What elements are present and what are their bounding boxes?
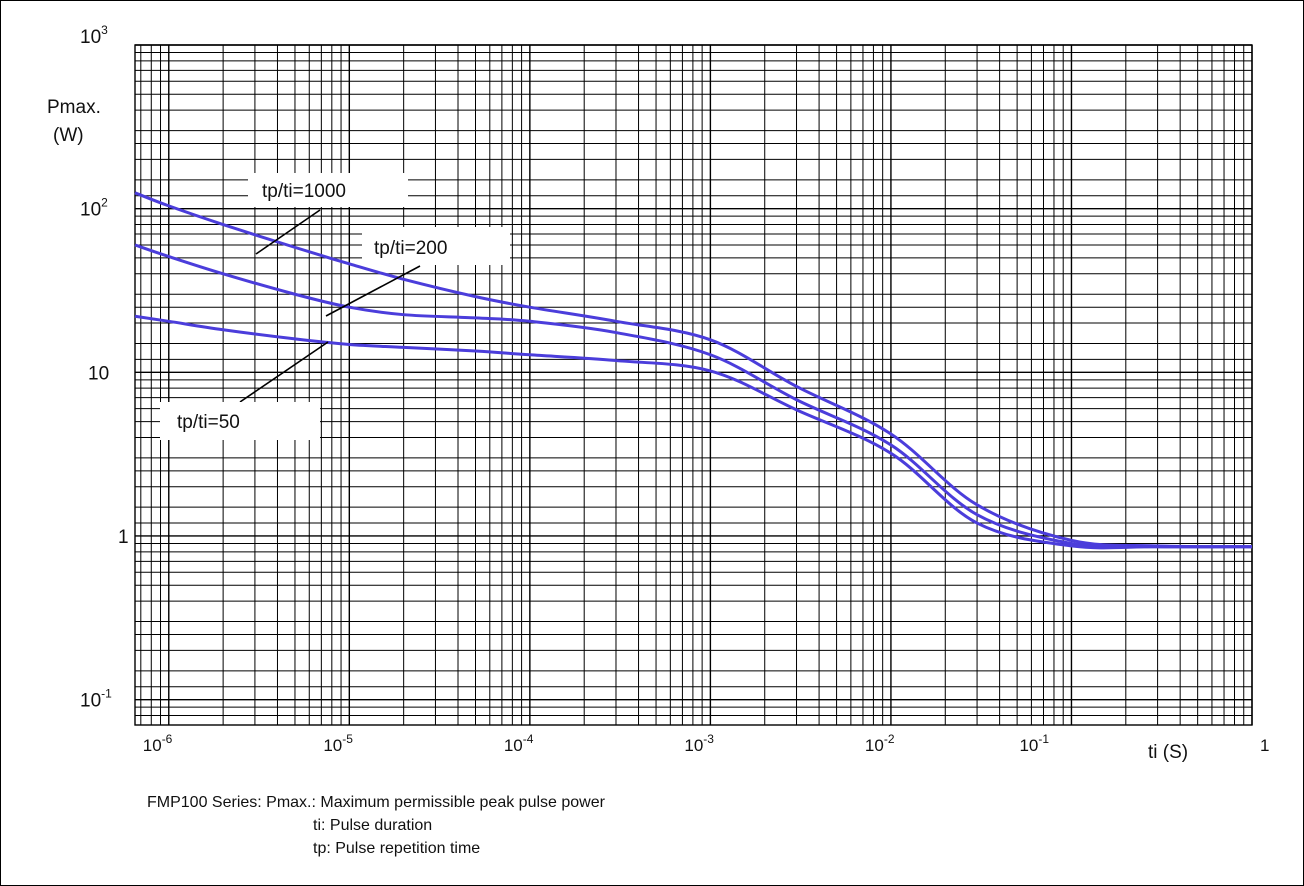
y-tick-label: 102 bbox=[80, 196, 108, 221]
series-line-1 bbox=[134, 191, 1253, 549]
y-tick-label: 103 bbox=[80, 23, 108, 48]
y-tick-label: 10 bbox=[88, 363, 109, 384]
x-tick-label: 10-2 bbox=[865, 732, 895, 755]
caption-line-1: FMP100 Series: Pmax.: Maximum permissibl… bbox=[147, 794, 605, 811]
x-tick-label: 10-6 bbox=[143, 732, 173, 755]
series-label-bg bbox=[160, 402, 320, 440]
callout-line bbox=[239, 341, 329, 403]
x-tick-label: 1 bbox=[1260, 736, 1269, 755]
series-label: tp/ti=1000 bbox=[262, 181, 346, 202]
callout-line bbox=[325, 265, 421, 317]
plot-border bbox=[134, 44, 1253, 726]
series-line-2 bbox=[134, 243, 1253, 549]
series-label-bg bbox=[362, 227, 510, 265]
x-tick-label: 10-1 bbox=[1019, 732, 1049, 755]
caption-line-3: tp: Pulse repetition time bbox=[313, 840, 481, 857]
y-tick-label: 10-1 bbox=[80, 687, 112, 712]
series-label: tp/ti=50 bbox=[177, 412, 240, 433]
y-tick-label: 1 bbox=[118, 527, 129, 548]
series-label: tp/ti=200 bbox=[374, 238, 447, 259]
callout-line bbox=[255, 209, 321, 255]
series-label-bg bbox=[248, 173, 408, 207]
series-line-3 bbox=[134, 314, 1253, 550]
grid bbox=[135, 45, 1253, 726]
x-axis-label-bg bbox=[1138, 728, 1220, 766]
x-axis-label: ti (S) bbox=[1148, 742, 1188, 763]
y-axis-unit: (W) bbox=[53, 125, 84, 146]
caption-line-2: ti: Pulse duration bbox=[313, 817, 433, 834]
x-tick-label: 10-3 bbox=[684, 732, 714, 755]
x-tick-label: 10-4 bbox=[504, 732, 534, 755]
series-group bbox=[134, 191, 1253, 550]
y-axis-label: Pmax. bbox=[47, 97, 101, 118]
x-tick-label: 10-5 bbox=[323, 732, 353, 755]
